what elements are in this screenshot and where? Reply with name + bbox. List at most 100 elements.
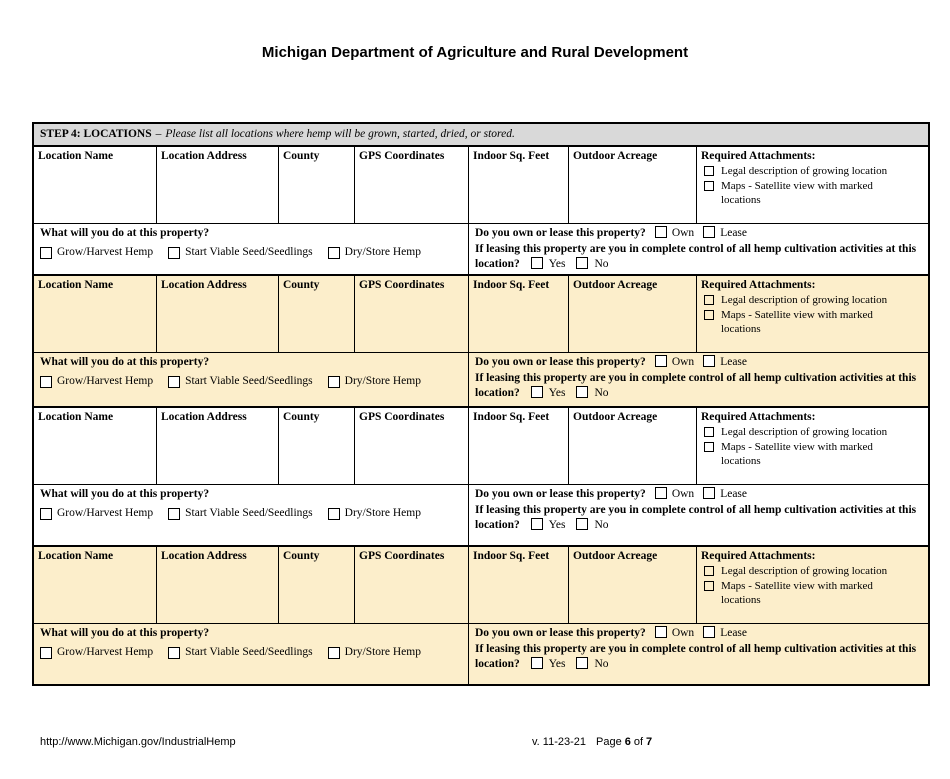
grow-harvest-hemp-label: Grow/Harvest Hemp (57, 375, 154, 387)
what-options: Grow/Harvest Hemp Start Viable Seed/Seed… (40, 506, 462, 521)
checkbox-dry-store-hemp[interactable] (327, 646, 340, 659)
location-name-label: Location Name (38, 550, 114, 562)
location-name-field[interactable]: Location Name (34, 547, 157, 623)
what-option: Dry/Store Hemp (327, 645, 421, 660)
checkbox-maps-satellite[interactable] (704, 181, 714, 191)
checkbox-lease[interactable] (703, 626, 716, 638)
checkbox-start-viable-seed[interactable] (168, 507, 181, 520)
outdoor-acreage-field[interactable]: Outdoor Acreage (569, 408, 697, 484)
checkbox-legal-description[interactable] (704, 166, 714, 176)
location-address-label: Location Address (161, 411, 247, 423)
step-label: STEP 4: LOCATIONS (40, 128, 152, 140)
ownership-cell: Do you own or lease this property? Own Lea… (469, 353, 928, 406)
yes-label: Yes (548, 258, 566, 270)
ownership-cell: Do you own or lease this property? Own Lea… (469, 485, 928, 545)
checkbox-start-viable-seed[interactable] (168, 246, 181, 259)
what-option: Grow/Harvest Hemp (40, 245, 153, 260)
gps-coordinates-field[interactable]: GPS Coordinates (355, 276, 469, 352)
location-address-field[interactable]: Location Address (157, 408, 279, 484)
location-name-label: Location Name (38, 411, 114, 423)
indoor-sqft-label: Indoor Sq. Feet (473, 411, 550, 423)
checkbox-yes[interactable] (530, 657, 543, 669)
outdoor-acreage-label: Outdoor Acreage (573, 150, 658, 162)
location-address-field[interactable]: Location Address (157, 547, 279, 623)
checkbox-yes[interactable] (530, 386, 543, 398)
property-questions-row: What will you do at this property? Grow/… (34, 624, 928, 684)
checkbox-start-viable-seed[interactable] (168, 375, 181, 388)
checkbox-legal-description[interactable] (704, 295, 714, 305)
indoor-sqft-field[interactable]: Indoor Sq. Feet (469, 276, 569, 352)
location-block: Location Name Location Address County GP… (34, 547, 928, 684)
checkbox-no[interactable] (576, 518, 589, 530)
checkbox-grow-harvest-hemp[interactable] (40, 646, 52, 659)
location-name-field[interactable]: Location Name (34, 276, 157, 352)
checkbox-own[interactable] (654, 487, 667, 499)
indoor-sqft-label: Indoor Sq. Feet (473, 279, 550, 291)
checkbox-own[interactable] (654, 226, 667, 238)
county-field[interactable]: County (279, 147, 355, 223)
own-label: Own (671, 627, 695, 639)
checkbox-yes[interactable] (530, 518, 543, 530)
indoor-sqft-field[interactable]: Indoor Sq. Feet (469, 547, 569, 623)
lease-label: Lease (720, 488, 748, 500)
county-field[interactable]: County (279, 276, 355, 352)
checkbox-grow-harvest-hemp[interactable] (40, 246, 52, 259)
what-question: What will you do at this property? (40, 227, 210, 239)
checkbox-maps-satellite[interactable] (704, 581, 714, 591)
checkbox-legal-description[interactable] (704, 427, 714, 437)
indoor-sqft-field[interactable]: Indoor Sq. Feet (469, 408, 569, 484)
what-option: Dry/Store Hemp (327, 245, 421, 260)
checkbox-no[interactable] (576, 657, 589, 669)
checkbox-lease[interactable] (703, 226, 716, 238)
grow-harvest-hemp-label: Grow/Harvest Hemp (57, 246, 154, 258)
checkbox-dry-store-hemp[interactable] (327, 246, 340, 259)
checkbox-legal-description[interactable] (704, 566, 714, 576)
location-name-field[interactable]: Location Name (34, 408, 157, 484)
checkbox-maps-satellite[interactable] (704, 442, 714, 452)
indoor-sqft-field[interactable]: Indoor Sq. Feet (469, 147, 569, 223)
start-viable-seed-label: Start Viable Seed/Seedlings (185, 246, 313, 258)
property-questions-row: What will you do at this property? Grow/… (34, 353, 928, 406)
footer-url: http://www.Michigan.gov/IndustrialHemp (40, 736, 236, 748)
county-field[interactable]: County (279, 547, 355, 623)
checkbox-lease[interactable] (703, 355, 716, 367)
checkbox-grow-harvest-hemp[interactable] (40, 507, 52, 520)
gps-coordinates-field[interactable]: GPS Coordinates (355, 408, 469, 484)
property-activity-cell: What will you do at this property? Grow/… (34, 485, 469, 545)
own-label: Own (671, 488, 695, 500)
gps-coordinates-field[interactable]: GPS Coordinates (355, 547, 469, 623)
what-question: What will you do at this property? (40, 488, 210, 500)
location-address-field[interactable]: Location Address (157, 147, 279, 223)
checkbox-dry-store-hemp[interactable] (327, 507, 340, 520)
attachment-item: Legal description of growing location (704, 564, 924, 578)
location-address-field[interactable]: Location Address (157, 276, 279, 352)
checkbox-own[interactable] (654, 626, 667, 638)
own-lease-question: Do you own or lease this property? (475, 227, 646, 239)
checkbox-no[interactable] (576, 386, 589, 398)
what-option: Dry/Store Hemp (327, 374, 421, 389)
attachment-legal-description-label: Legal description of growing location (721, 426, 888, 438)
step-separator: – (155, 128, 162, 140)
what-option: Dry/Store Hemp (327, 506, 421, 521)
outdoor-acreage-field[interactable]: Outdoor Acreage (569, 547, 697, 623)
outdoor-acreage-field[interactable]: Outdoor Acreage (569, 147, 697, 223)
county-field[interactable]: County (279, 408, 355, 484)
checkbox-maps-satellite[interactable] (704, 310, 714, 320)
leasing-question: If leasing this property are you in comp… (475, 643, 917, 670)
location-address-label: Location Address (161, 550, 247, 562)
checkbox-yes[interactable] (530, 257, 543, 269)
checkbox-no[interactable] (576, 257, 589, 269)
checkbox-own[interactable] (654, 355, 667, 367)
checkbox-dry-store-hemp[interactable] (327, 375, 340, 388)
outdoor-acreage-label: Outdoor Acreage (573, 411, 658, 423)
location-name-field[interactable]: Location Name (34, 147, 157, 223)
checkbox-start-viable-seed[interactable] (168, 646, 181, 659)
checkbox-grow-harvest-hemp[interactable] (40, 375, 52, 388)
yes-label: Yes (548, 519, 566, 531)
leasing-control-line: If leasing this property are you in comp… (475, 371, 922, 401)
gps-coordinates-field[interactable]: GPS Coordinates (355, 147, 469, 223)
checkbox-lease[interactable] (703, 487, 716, 499)
what-option: Start Viable Seed/Seedlings (168, 374, 313, 389)
outdoor-acreage-field[interactable]: Outdoor Acreage (569, 276, 697, 352)
attachment-maps-satellite-label: Maps - Satellite view with marked locati… (721, 309, 873, 335)
